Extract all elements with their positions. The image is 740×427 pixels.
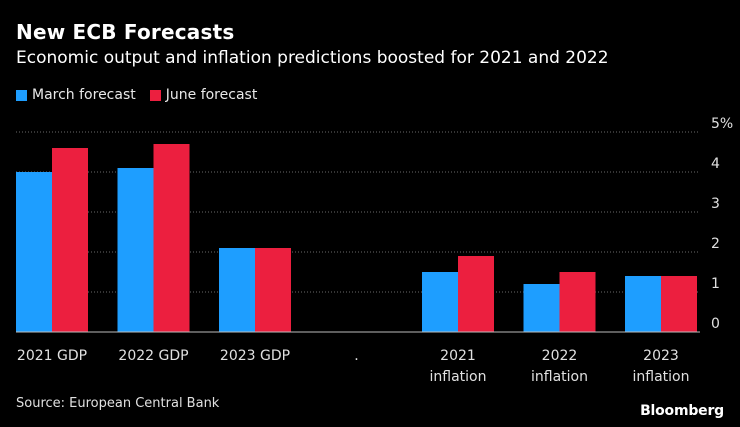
x-tick-label: 2021 GDP — [17, 348, 87, 364]
legend-item-march: March forecast — [16, 87, 136, 103]
bar-march — [625, 276, 661, 332]
x-tick-label: inflation — [430, 369, 487, 385]
legend-label-june: June forecast — [165, 87, 258, 103]
bar-march — [117, 168, 154, 332]
x-tick-label: 2022 GDP — [118, 348, 188, 364]
chart-legend: March forecast June forecast — [16, 87, 271, 103]
x-tick-label: 2023 GDP — [220, 348, 290, 364]
y-tick-label: 2 — [711, 236, 720, 252]
bar-march — [16, 172, 52, 332]
x-tick-label: 2022 — [542, 348, 578, 364]
legend-item-june: June forecast — [149, 87, 258, 103]
bar-june — [52, 148, 88, 332]
chart-title: New ECB Forecasts — [16, 20, 235, 44]
y-tick-label: 5% — [711, 116, 733, 132]
x-tick-label: inflation — [633, 369, 690, 385]
y-tick-label: 4 — [711, 156, 720, 172]
bar-june — [661, 276, 697, 332]
legend-swatch-march — [16, 89, 27, 101]
y-tick-label: 0 — [711, 316, 720, 332]
legend-label-march: March forecast — [32, 87, 136, 103]
bar-june — [153, 144, 190, 332]
y-tick-label: 1 — [711, 276, 720, 292]
bar-june — [559, 272, 596, 332]
bar-june — [255, 248, 291, 332]
legend-swatch-june — [149, 89, 161, 101]
bar-march — [219, 248, 255, 332]
chart-subtitle: Economic output and inflation prediction… — [16, 48, 609, 68]
x-tick-label: 2021 — [440, 348, 476, 364]
y-tick-label: 3 — [711, 196, 720, 212]
x-tick-label: . — [354, 348, 358, 364]
source-note: Source: European Central Bank — [16, 396, 220, 411]
x-tick-label: 2023 — [643, 348, 679, 364]
bar-march — [422, 272, 458, 332]
bar-june — [458, 256, 494, 332]
bloomberg-logo: Bloomberg — [640, 403, 724, 419]
bar-march — [523, 284, 560, 332]
x-tick-label: inflation — [531, 369, 588, 385]
